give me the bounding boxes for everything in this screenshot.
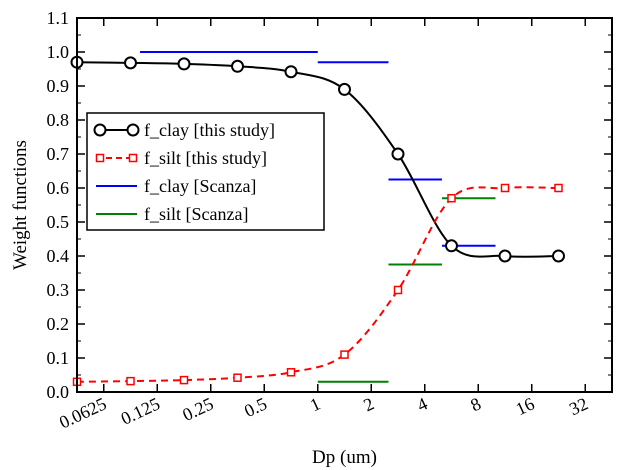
legend-label: f_clay [this study] (144, 120, 275, 140)
data-point-circle (126, 123, 140, 137)
data-point-square (393, 285, 403, 295)
data-point-circle (551, 249, 565, 263)
legend-box (86, 112, 325, 231)
y-tick-label: 0.1 (47, 348, 70, 368)
y-tick-label: 0.4 (47, 246, 70, 266)
y-tick-label: 0.9 (47, 76, 70, 96)
data-point-circle (284, 65, 298, 79)
legend-label: f_silt [Scanza] (144, 204, 248, 224)
series-line (76, 186, 559, 383)
data-point-circle (391, 147, 405, 161)
series-line (76, 61, 559, 258)
y-tick-label: 0.6 (47, 178, 70, 198)
legend-label: f_silt [this study] (144, 148, 267, 168)
data-point-circle (231, 59, 245, 73)
data-point-circle (177, 57, 191, 71)
data-point-square (128, 153, 138, 163)
data-point-circle (337, 82, 351, 96)
data-point-square (126, 376, 135, 386)
data-point-circle (498, 249, 512, 263)
y-tick-label: 0.7 (47, 144, 70, 164)
y-axis-title: Weight functions (10, 140, 31, 270)
data-point-square (233, 373, 242, 382)
data-point-square (447, 193, 456, 203)
data-point-square (179, 375, 189, 385)
y-tick-label: 0.3 (47, 280, 70, 300)
data-point-square (95, 153, 105, 163)
legend: f_clay [this study] f_silt [this study] f_… (86, 112, 325, 231)
x-axis-title: Dp (um) (312, 447, 377, 468)
legend-label: f_clay [Scanza] (144, 176, 256, 196)
y-tick-label: 0.2 (47, 314, 70, 334)
data-point-circle (93, 123, 107, 137)
data-point-circle (124, 56, 138, 70)
data-point-square (500, 183, 510, 193)
data-point-square (286, 368, 296, 377)
data-point-square (340, 350, 349, 359)
y-tick-label: 0.8 (47, 110, 70, 130)
y-tick-label: 0.5 (47, 212, 70, 232)
y-tick-label: 1.0 (47, 42, 70, 62)
plot-area (70, 51, 565, 393)
y-tick-label: 0.0 (47, 382, 70, 402)
data-point-square (554, 183, 563, 193)
data-point-circle (445, 239, 459, 253)
y-tick-label: 1.1 (47, 8, 70, 28)
